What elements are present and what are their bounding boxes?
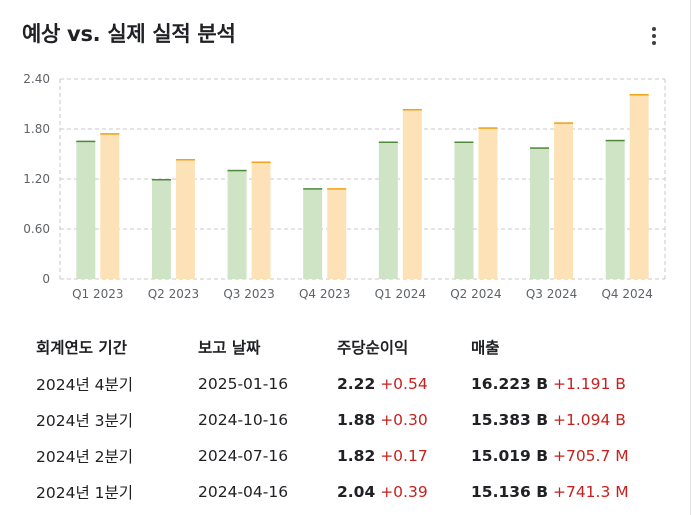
header-report-date: 보고 날짜 — [198, 339, 261, 357]
estimate-bar-cap — [530, 147, 550, 149]
y-tick-label: 1.80 — [23, 122, 50, 136]
more-vert-icon[interactable] — [640, 22, 668, 50]
header-period: 회계연도 기간 — [36, 339, 127, 357]
date-cell: 2025-01-16 — [198, 375, 289, 393]
revenue-cell: 16.223 B +1.191 B — [457, 366, 662, 402]
x-tick-label: Q3 2024 — [526, 287, 577, 301]
dot — [652, 34, 656, 38]
table-row: 2024년 3분기 2024-10-16 1.88 +0.30 15.383 B… — [22, 402, 662, 438]
table-row: 2024년 1분기 2024-04-16 2.04 +0.39 15.136 B… — [22, 474, 662, 510]
actual-bar-cap — [629, 94, 649, 96]
estimate-bar — [151, 179, 171, 279]
estimate-bar — [378, 141, 398, 279]
date-cell: 2024-07-16 — [198, 447, 289, 465]
y-tick-label: 0.60 — [23, 222, 50, 236]
y-tick-label: 2.40 — [23, 72, 50, 86]
eps-surprise: +0.30 — [380, 411, 428, 429]
eps-surprise: +0.17 — [380, 447, 428, 465]
estimate-bar — [605, 139, 625, 279]
x-tick-label: Q2 2023 — [148, 287, 199, 301]
estimate-bar-cap — [605, 139, 625, 142]
eps-cell: 1.88 +0.30 — [323, 402, 457, 438]
actual-bar-cap — [175, 159, 195, 161]
actual-bar — [251, 161, 271, 279]
estimate-bar — [303, 188, 323, 279]
actual-bar — [478, 127, 498, 279]
estimate-bar — [227, 169, 247, 279]
period-cell: 2024년 4분기 — [36, 376, 134, 394]
period-cell: 2024년 2분기 — [36, 448, 134, 466]
x-tick-label: Q1 2023 — [72, 287, 123, 301]
eps-value: 1.88 — [337, 411, 376, 429]
earnings-table: 회계연도 기간 보고 날짜 주당순이익 매출 2024년 4분기 2025-01… — [22, 330, 662, 510]
y-tick-label: 1.20 — [23, 172, 50, 186]
y-tick-label: 0 — [42, 272, 50, 286]
period-cell: 2024년 3분기 — [36, 412, 134, 430]
revenue-value: 15.019 B — [471, 447, 549, 465]
x-tick-label: Q3 2023 — [223, 287, 274, 301]
estimate-bar-cap — [303, 188, 323, 190]
x-tick-label: Q4 2023 — [299, 287, 350, 301]
earnings-bar-chart: 0 0.60 1.20 1.80 2.40 Q1 2023 Q2 2023 Q3 2023 Q4… — [23, 72, 666, 301]
eps-surprise: +0.39 — [380, 483, 428, 501]
revenue-cell: 15.136 B +741.3 M — [457, 474, 662, 510]
table-header-row: 회계연도 기간 보고 날짜 주당순이익 매출 — [22, 330, 662, 366]
revenue-cell: 15.019 B +705.7 M — [457, 438, 662, 474]
period-cell: 2024년 1분기 — [36, 484, 134, 502]
actual-bar-cap — [402, 109, 422, 111]
x-tick-label: Q4 2024 — [601, 287, 652, 301]
x-tick-label: Q2 2024 — [450, 287, 501, 301]
estimate-bar — [454, 141, 474, 279]
estimate-bar-cap — [454, 141, 474, 143]
eps-cell: 1.82 +0.17 — [323, 438, 457, 474]
actual-bar-cap — [327, 188, 347, 190]
actual-bar-cap — [251, 161, 271, 163]
eps-surprise: +0.54 — [380, 375, 428, 393]
table-row: 2024년 4분기 2025-01-16 2.22 +0.54 16.223 B… — [22, 366, 662, 402]
card-title: 예상 vs. 실제 실적 분석 — [22, 22, 236, 46]
eps-value: 1.82 — [337, 447, 376, 465]
revenue-cell: 15.383 B +1.094 B — [457, 402, 662, 438]
actual-bar-cap — [554, 122, 574, 124]
revenue-value: 15.383 B — [471, 411, 549, 429]
eps-cell: 2.22 +0.54 — [323, 366, 457, 402]
revenue-surprise: +1.191 B — [552, 375, 626, 393]
revenue-value: 15.136 B — [471, 483, 549, 501]
eps-value: 2.04 — [337, 483, 376, 501]
revenue-surprise: +1.094 B — [552, 411, 626, 429]
estimate-bar-cap — [76, 140, 96, 143]
date-cell: 2024-04-16 — [198, 483, 289, 501]
x-tick-label: Q1 2024 — [375, 287, 426, 301]
actual-bar — [402, 109, 422, 279]
dot — [652, 27, 656, 31]
actual-bar — [327, 188, 347, 279]
eps-cell: 2.04 +0.39 — [323, 474, 457, 510]
date-cell: 2024-10-16 — [198, 411, 289, 429]
actual-bar — [175, 159, 195, 279]
actual-bar-cap — [478, 127, 498, 129]
revenue-value: 16.223 B — [471, 375, 549, 393]
table-row: 2024년 2분기 2024-07-16 1.82 +0.17 15.019 B… — [22, 438, 662, 474]
estimate-bar-cap — [227, 169, 247, 172]
revenue-surprise: +741.3 M — [552, 483, 629, 501]
actual-bar — [100, 133, 120, 279]
header-revenue: 매출 — [471, 339, 500, 357]
header-eps: 주당순이익 — [337, 339, 409, 357]
revenue-surprise: +705.7 M — [552, 447, 629, 465]
estimate-bar — [530, 147, 550, 279]
actual-bar — [554, 122, 574, 279]
estimate-bar-cap — [378, 141, 398, 143]
estimate-bar-cap — [151, 179, 171, 181]
actual-bar-cap — [100, 133, 120, 135]
actual-bar — [629, 94, 649, 279]
dot — [652, 41, 656, 45]
eps-value: 2.22 — [337, 375, 376, 393]
estimate-bar — [76, 140, 96, 279]
